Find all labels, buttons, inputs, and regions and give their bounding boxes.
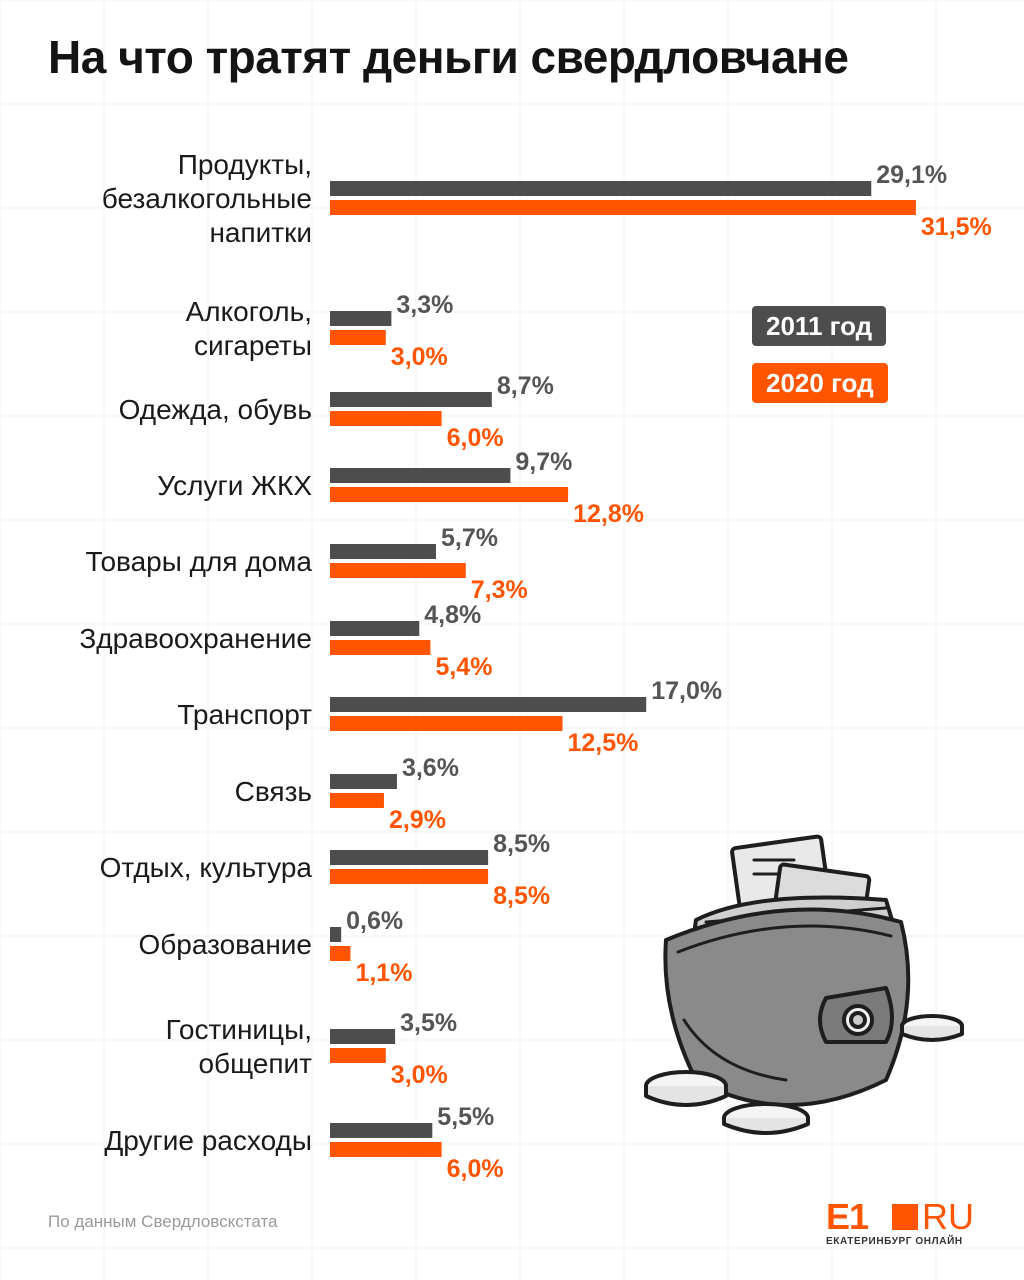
bar-2011: [330, 468, 511, 483]
bar-2011: [330, 1123, 433, 1138]
source-note: По данным Свердловскстата: [48, 1212, 278, 1231]
bar-2020: [330, 946, 351, 961]
bar-2020: [330, 1142, 442, 1157]
bar-2020: [330, 200, 916, 215]
value-label-2020: 2,9%: [389, 806, 446, 834]
category-label: Товары для дома: [86, 546, 313, 577]
bar-2011: [330, 927, 342, 942]
bar-2011: [330, 544, 437, 559]
bar-2011: [330, 181, 872, 196]
bar-2020: [330, 1048, 386, 1063]
wallet-icon: [644, 834, 964, 1135]
value-label-2020: 7,3%: [471, 576, 528, 604]
bar-2011: [330, 697, 647, 712]
bar-2020: [330, 330, 386, 345]
value-label-2011: 3,3%: [396, 291, 453, 319]
e1-logo[interactable]: E1 RU ЕКАТЕРИНБУРГ ОНЛАЙН: [826, 1196, 976, 1256]
value-label-2011: 3,6%: [402, 754, 459, 782]
value-label-2011: 5,7%: [441, 524, 498, 552]
bar-2020: [330, 563, 466, 578]
bar-2020: [330, 793, 384, 808]
bar-2020: [330, 640, 431, 655]
logo-mark: E1: [826, 1196, 869, 1237]
category-label: Другие расходы: [104, 1125, 312, 1156]
bar-2011: [330, 774, 397, 789]
value-label-2011: 17,0%: [651, 677, 722, 705]
value-label-2020: 1,1%: [355, 959, 412, 987]
value-label-2011: 29,1%: [876, 161, 947, 189]
bar-2011: [330, 850, 489, 865]
bar-2011: [330, 392, 492, 407]
value-label-2011: 8,5%: [493, 830, 550, 858]
category-label: Отдых, культура: [100, 852, 313, 883]
category-label: Услуги ЖКХ: [157, 470, 312, 501]
value-label-2020: 6,0%: [447, 1155, 504, 1183]
value-label-2020: 12,5%: [568, 729, 639, 757]
value-label-2011: 4,8%: [424, 601, 481, 629]
category-label: Транспорт: [177, 699, 312, 730]
value-label-2011: 5,5%: [437, 1103, 494, 1131]
value-label-2020: 3,0%: [391, 343, 448, 371]
category-label: Связь: [235, 776, 312, 807]
value-label-2020: 6,0%: [447, 424, 504, 452]
category-label: Гостиницы, общепит: [166, 1014, 313, 1079]
value-label-2020: 3,0%: [391, 1061, 448, 1089]
category-label: Алкоголь, сигареты: [186, 296, 312, 361]
bar-2011: [330, 1029, 396, 1044]
logo-square-icon: [892, 1204, 918, 1230]
chart-title: На что тратят деньги свердловчане: [48, 31, 849, 83]
value-label-2020: 5,4%: [435, 653, 492, 681]
logo-subtitle: ЕКАТЕРИНБУРГ ОНЛАЙН: [826, 1236, 963, 1247]
category-label: Одежда, обувь: [119, 394, 312, 425]
value-label-2011: 0,6%: [346, 907, 403, 935]
bar-2020: [330, 716, 563, 731]
value-label-2020: 8,5%: [493, 882, 550, 910]
category-label: Образование: [138, 929, 312, 960]
value-label-2020: 12,8%: [573, 500, 644, 528]
legend-2020: 2020 год: [752, 363, 888, 403]
category-label: Здравоохранение: [79, 623, 312, 654]
bar-2020: [330, 487, 569, 502]
bar-2011: [330, 621, 420, 636]
bar-2020: [330, 869, 489, 884]
bar-2020: [330, 411, 442, 426]
value-label-2011: 8,7%: [497, 372, 554, 400]
logo-ru: RU: [922, 1196, 974, 1237]
value-label-2011: 3,5%: [400, 1009, 457, 1037]
legend-2011: 2011 год: [752, 306, 887, 346]
value-label-2020: 31,5%: [921, 213, 992, 241]
bar-2011: [330, 311, 392, 326]
category-label: Продукты, безалкогольные напитки: [102, 149, 312, 248]
value-label-2011: 9,7%: [515, 448, 572, 476]
